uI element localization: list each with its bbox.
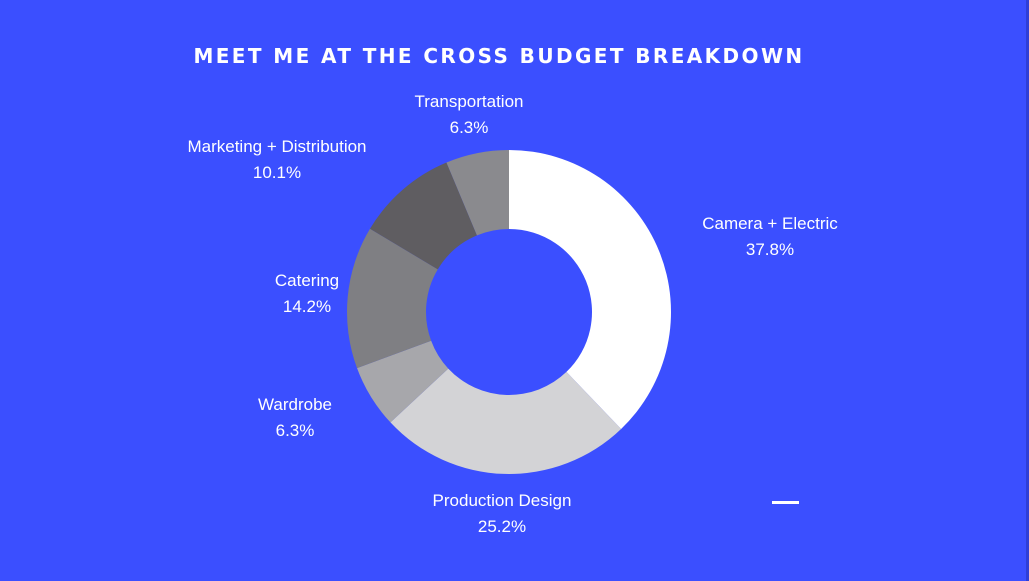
slice-label-percent: 6.3% (275, 421, 315, 440)
slice-label: Transportation 6.3% (415, 89, 524, 141)
slice-label: Production Design 25.2% (433, 488, 572, 540)
slice-label-name: Camera + Electric (702, 214, 838, 233)
slice-label-percent: 25.2% (477, 517, 527, 536)
slice-catering (347, 228, 438, 369)
slice-camera-electric (509, 150, 671, 429)
slice-marketing-distribution (369, 162, 477, 270)
slice-label: Catering 14.2% (275, 268, 339, 320)
slice-label: Wardrobe 6.3% (258, 392, 332, 444)
slice-label-percent: 6.3% (449, 118, 489, 137)
slice-label-percent: 37.8% (745, 240, 795, 259)
slice-label: Camera + Electric 37.8% (702, 211, 838, 263)
slice-label-name: Catering (274, 271, 340, 290)
slice-label-name: Production Design (432, 491, 572, 510)
slice-label-name: Marketing + Distribution (187, 137, 367, 156)
slice-label-percent: 10.1% (252, 163, 302, 182)
slice-wardrobe (357, 340, 449, 423)
dash-mark (772, 501, 799, 504)
slice-label-name: Transportation (414, 92, 524, 111)
slice-production-design (390, 368, 622, 474)
chart-title: MEET ME AT THE CROSS BUDGET BREAKDOWN (193, 44, 805, 68)
slice-transportation (446, 150, 509, 236)
slice-label-name: Wardrobe (257, 395, 333, 414)
slice-label: Marketing + Distribution 10.1% (187, 134, 366, 186)
window-edge (1026, 0, 1029, 581)
slice-label-percent: 14.2% (282, 297, 332, 316)
